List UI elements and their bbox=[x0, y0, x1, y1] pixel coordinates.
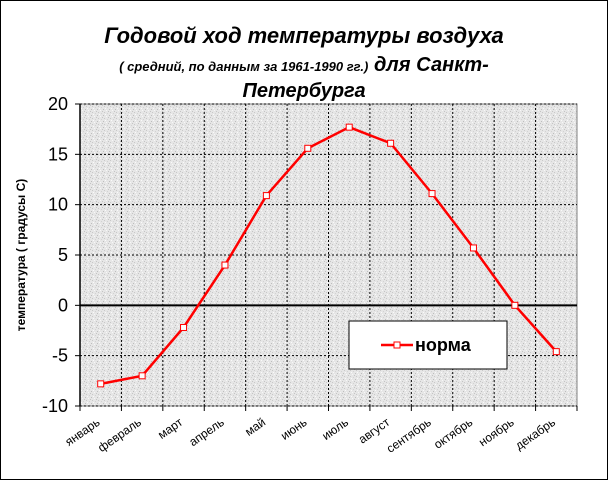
y-axis-label: температура ( градусы С) bbox=[14, 179, 28, 332]
y-tick-label: -5 bbox=[52, 346, 68, 366]
series-layer bbox=[97, 123, 560, 388]
x-tick-label: февраль bbox=[95, 415, 144, 455]
data-point bbox=[552, 348, 560, 356]
legend: норма bbox=[348, 320, 508, 370]
data-point bbox=[469, 244, 477, 252]
x-tick-label: июнь bbox=[278, 415, 309, 443]
data-point bbox=[428, 190, 436, 198]
chart-title-line3: Петербурга bbox=[242, 80, 365, 102]
axis-layer bbox=[75, 103, 578, 411]
data-point bbox=[221, 261, 229, 269]
y-tick-labels: 20 15 10 5 0 -5 -10 bbox=[42, 94, 68, 416]
data-point bbox=[511, 301, 519, 309]
x-tick-label: март bbox=[155, 415, 185, 442]
data-point bbox=[180, 323, 188, 331]
chart-title: Годовой ход температуры воздуха bbox=[104, 23, 504, 48]
chart-subtitle: ( средний, по данным за 1961-1990 гг.) д… bbox=[119, 54, 489, 76]
x-tick-label: октябрь bbox=[431, 415, 475, 452]
data-point bbox=[304, 144, 312, 152]
y-tick-label: 5 bbox=[58, 245, 68, 265]
x-tick-label: ноябрь bbox=[476, 415, 516, 449]
y-tick-label: 10 bbox=[48, 195, 68, 215]
y-tick-label: -10 bbox=[42, 396, 68, 416]
series-line bbox=[100, 125, 558, 386]
data-point bbox=[262, 192, 270, 200]
x-tick-label: сентябрь bbox=[384, 415, 434, 456]
y-tick-label: 0 bbox=[58, 295, 68, 315]
legend-marker bbox=[393, 341, 401, 349]
y-tick-label: 15 bbox=[48, 144, 68, 164]
data-point bbox=[97, 380, 105, 388]
x-tick-label: декабрь bbox=[513, 415, 558, 453]
x-tick-label: апрель bbox=[186, 415, 226, 449]
chart-subtitle-small: ( средний, по данным за 1961-1990 гг.) bbox=[119, 59, 368, 74]
data-point bbox=[138, 372, 146, 380]
legend-box bbox=[348, 320, 508, 370]
y-tick-label: 20 bbox=[48, 94, 68, 114]
data-point bbox=[345, 123, 353, 131]
legend-label: норма bbox=[415, 335, 472, 355]
data-point bbox=[387, 139, 395, 147]
x-tick-label: июль bbox=[319, 415, 351, 443]
x-tick-label: май bbox=[242, 415, 268, 439]
chart-subtitle-big: для Санкт- bbox=[368, 54, 489, 76]
